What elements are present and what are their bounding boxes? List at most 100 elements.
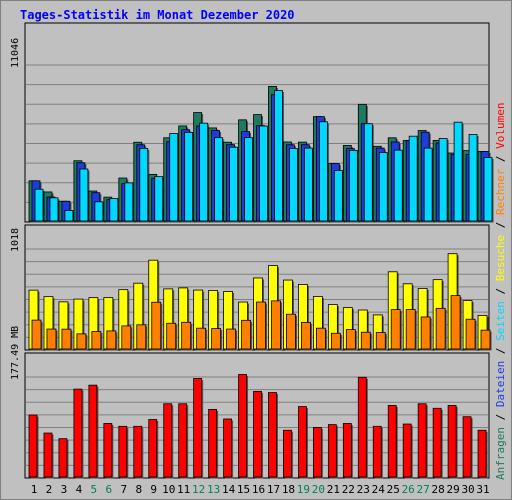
bar-rechner-day-7 (121, 325, 133, 351)
bar-seiten-day-23 (363, 123, 374, 223)
bar-face (166, 322, 177, 350)
bar-seiten-day-27 (423, 147, 434, 223)
x-tick-label-day-9: 9 (150, 483, 157, 496)
bar-rechner-day-16 (256, 301, 268, 351)
x-tick-label-day-16: 16 (252, 483, 265, 496)
bar-face (301, 321, 311, 350)
bar-seiten-day-3 (64, 210, 75, 223)
bar-rechner-day-17 (271, 300, 282, 351)
bar-face (64, 210, 74, 222)
legend-anfragen: Anfragen (494, 427, 507, 480)
bar-face (468, 134, 478, 222)
bar-volumen-day-18 (283, 429, 293, 479)
bar-seiten-day-1 (34, 188, 45, 223)
bar-rechner-day-26 (405, 309, 417, 351)
bar-face (133, 425, 143, 478)
bar-face (447, 405, 457, 478)
x-tick-label-day-6: 6 (106, 483, 113, 496)
bar-face (360, 331, 371, 350)
bar-face (79, 168, 89, 222)
x-tick-label-day-26: 26 (402, 483, 415, 496)
bar-rechner-day-30 (465, 318, 477, 351)
bar-face (109, 198, 119, 222)
bar-volumen-day-28 (432, 407, 443, 479)
x-tick-label-day-13: 13 (207, 483, 220, 496)
x-tick-label-day-30: 30 (461, 483, 474, 496)
x-tick-label-day-27: 27 (417, 483, 430, 496)
legend-separator: / (494, 149, 507, 169)
bar-face (405, 309, 416, 350)
x-tick-label-day-10: 10 (162, 483, 175, 496)
bar-face (450, 295, 461, 350)
bar-face (420, 316, 431, 350)
bar-face (46, 328, 57, 350)
bar-rechner-day-14 (226, 328, 238, 351)
bar-face (193, 378, 203, 478)
panel-top: 11046 (10, 22, 494, 223)
bar-face (229, 146, 238, 222)
bar-rechner-day-5 (91, 331, 103, 351)
bar-rechner-day-28 (435, 307, 447, 351)
bar-face (408, 135, 418, 222)
bar-face (124, 182, 134, 222)
bar-face (118, 425, 128, 478)
bar-volumen-day-16 (253, 390, 264, 479)
bar-rechner-day-20 (315, 327, 327, 351)
bar-face (253, 390, 262, 478)
bar-face (58, 438, 68, 478)
x-tick-label-day-15: 15 (237, 483, 250, 496)
bar-rechner-day-13 (211, 328, 223, 351)
bar-seiten-day-13 (214, 137, 225, 223)
bar-seiten-day-12 (199, 122, 210, 223)
bar-rechner-day-18 (286, 313, 297, 351)
bar-seiten-day-18 (289, 148, 299, 223)
x-tick-label-day-24: 24 (372, 483, 386, 496)
bar-face (91, 331, 102, 350)
bar-face (274, 90, 283, 222)
bar-volumen-day-17 (268, 392, 278, 479)
legend-separator: / (494, 215, 507, 235)
bar-volumen-day-26 (402, 423, 413, 479)
bar-face (148, 419, 158, 478)
bar-seiten-day-24 (378, 152, 389, 223)
x-tick-label-day-12: 12 (192, 483, 205, 496)
bar-rechner-day-4 (76, 333, 88, 351)
x-tick-label-day-28: 28 (432, 483, 445, 496)
bar-volumen-day-4 (73, 388, 84, 479)
bar-face (357, 376, 367, 478)
bar-volumen-day-25 (387, 405, 398, 479)
bar-face (312, 427, 322, 478)
bar-seiten-day-29 (453, 121, 464, 223)
bar-face (289, 148, 298, 222)
bar-face (438, 138, 448, 222)
bar-face (345, 329, 356, 350)
bar-face (169, 133, 179, 222)
x-tick-label-day-3: 3 (61, 483, 68, 496)
bar-face (483, 157, 493, 222)
bar-face (435, 307, 446, 350)
x-tick-label-day-7: 7 (120, 483, 127, 496)
bar-volumen-day-8 (133, 425, 144, 479)
bar-face (256, 301, 266, 350)
bar-seiten-day-4 (79, 168, 90, 223)
bar-volumen-day-13 (208, 408, 219, 479)
x-tick-label-day-11: 11 (177, 483, 190, 496)
bar-face (402, 423, 412, 478)
x-tick-label-day-22: 22 (342, 483, 355, 496)
bar-face (462, 416, 472, 478)
bar-volumen-day-2 (43, 432, 54, 479)
bar-face (342, 423, 352, 478)
bar-face (432, 407, 442, 478)
bar-face (181, 321, 192, 350)
bar-rechner-day-19 (301, 321, 312, 351)
bar-seiten-day-16 (259, 125, 270, 223)
panel-mid: 1018 (10, 224, 492, 351)
bar-seiten-day-22 (348, 150, 359, 223)
bar-face (208, 408, 218, 478)
legend-seiten: Seiten (494, 301, 507, 341)
bar-face (238, 374, 247, 478)
bar-volumen-day-9 (148, 419, 159, 479)
bar-face (268, 392, 277, 478)
bar-face (327, 424, 337, 478)
